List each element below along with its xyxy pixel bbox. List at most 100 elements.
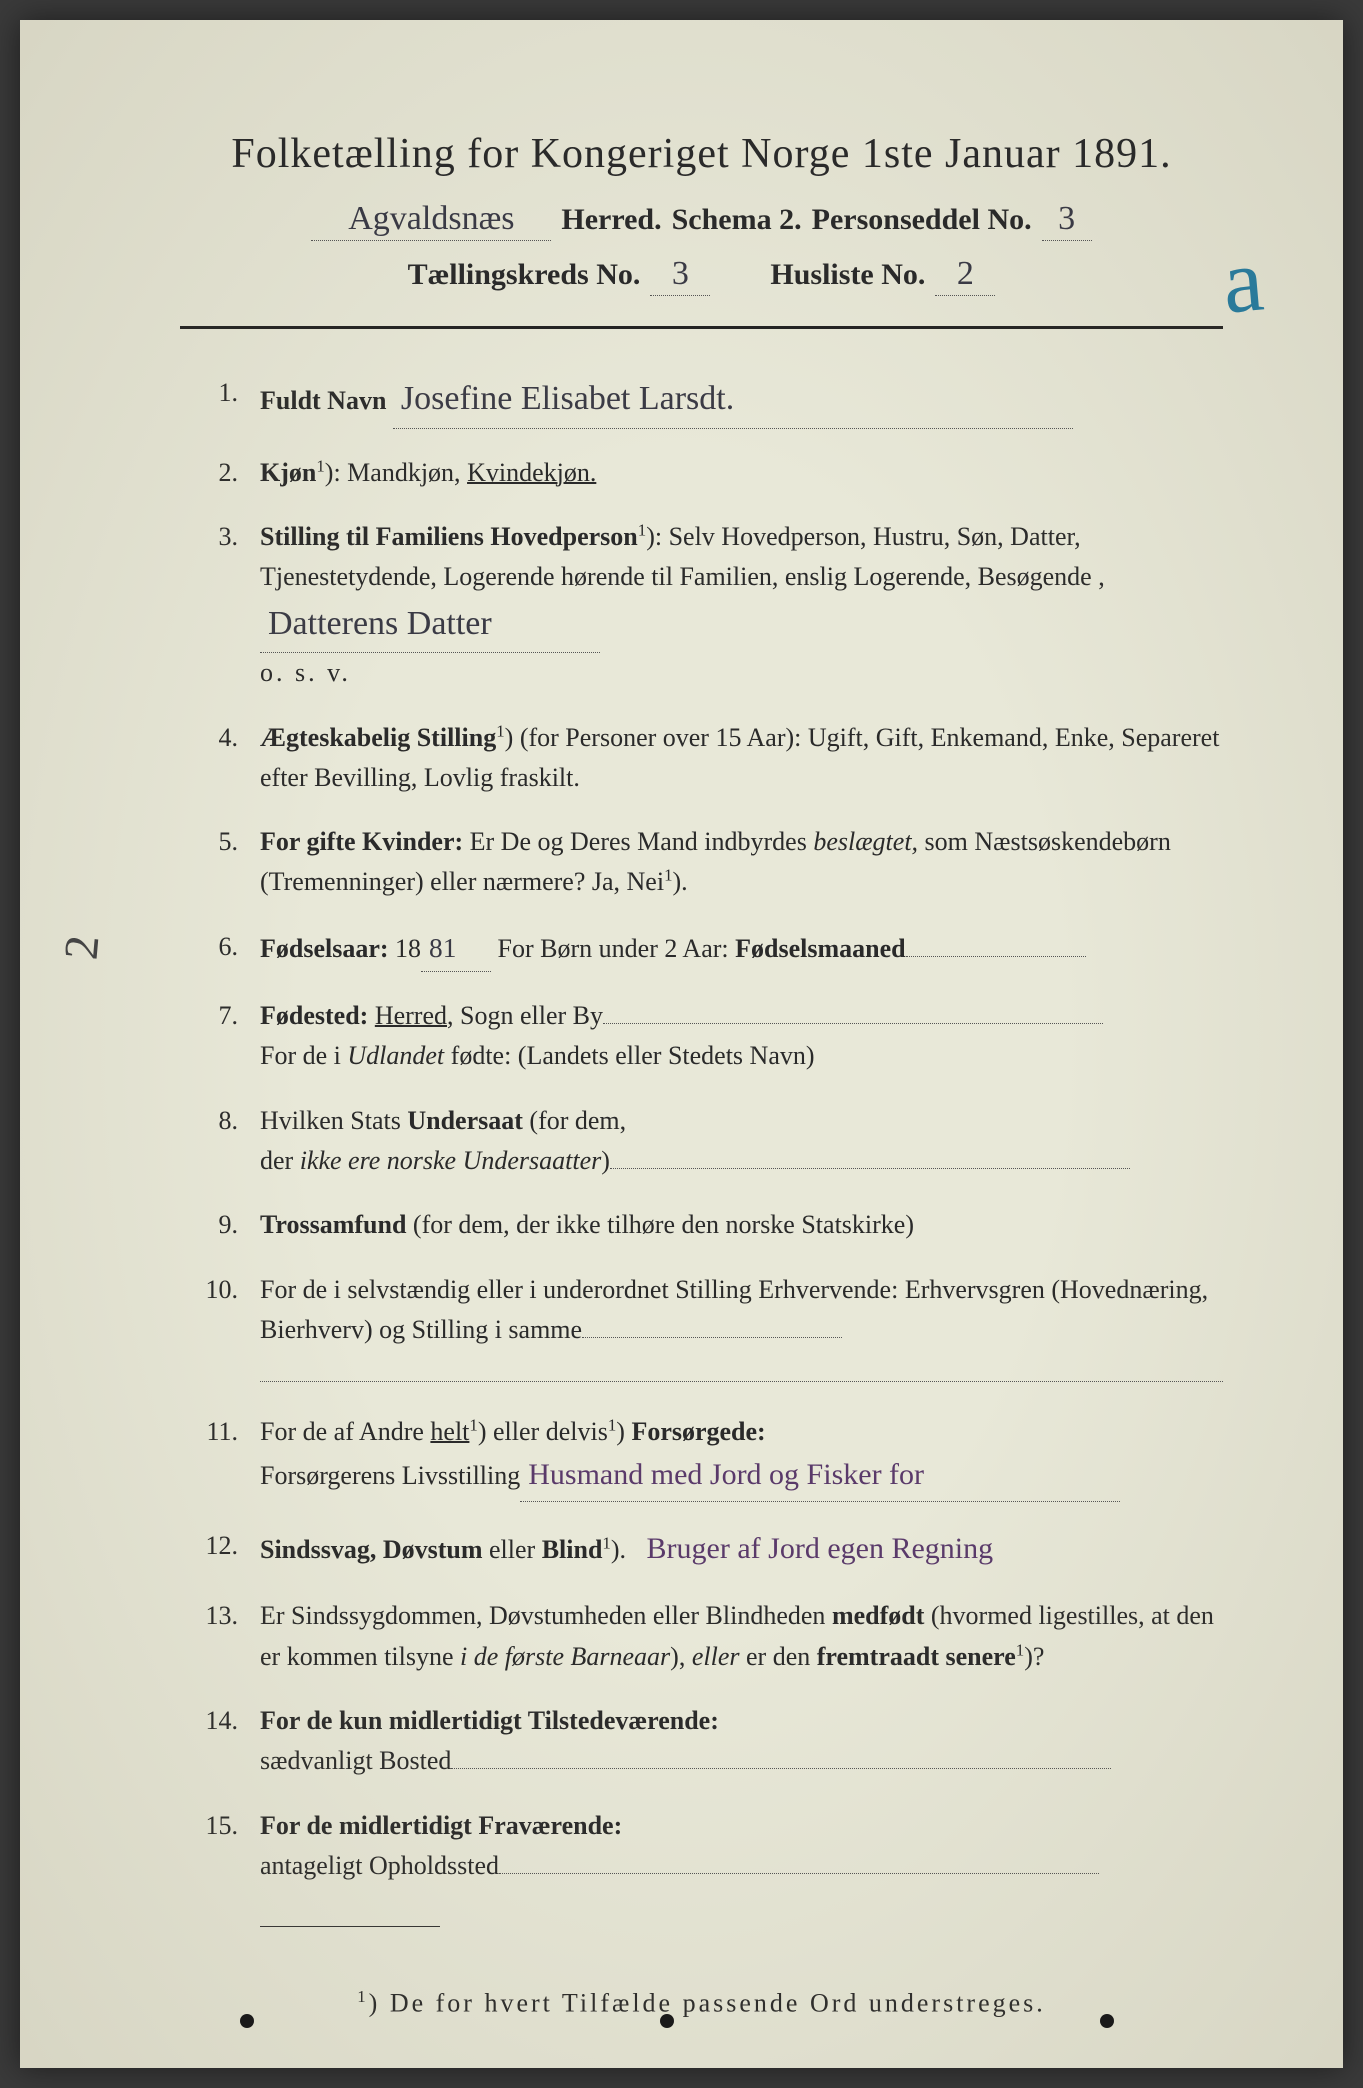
item-body: Stilling til Familiens Hovedperson1): Se…	[260, 517, 1223, 694]
item-4: 4. Ægteskabelig Stilling1) (for Personer…	[190, 718, 1223, 799]
item-body: Fødselsaar: 1881 For Børn under 2 Aar: F…	[260, 927, 1223, 972]
label2: Fødselsmaaned	[735, 934, 905, 963]
sup: 1	[1016, 1640, 1024, 1659]
tail: ).	[673, 867, 688, 896]
husliste-value: 2	[935, 255, 995, 296]
item-label: Forsørgede:	[631, 1417, 765, 1446]
item-label: Fødselsaar:	[260, 934, 389, 963]
item-num: 10.	[190, 1270, 260, 1383]
item-body: For de midlertidigt Fraværende: antageli…	[260, 1806, 1223, 1887]
corner-annotation: a	[1219, 228, 1268, 334]
item-label: medfødt	[832, 1601, 924, 1630]
item-body: For gifte Kvinder: Er De og Deres Mand i…	[260, 822, 1223, 903]
subtitle-row-1: Agvaldsnæs Herred. Schema 2. Personsedde…	[180, 200, 1223, 241]
item-num: 1.	[190, 373, 260, 429]
binding-hole-icon	[1100, 2014, 1114, 2028]
line2-italic: ikke ere norske Undersaatter	[300, 1146, 602, 1175]
item-label: Trossamfund	[260, 1210, 406, 1239]
relation-value: Datterens Datter	[260, 598, 600, 654]
form-items: 1. Fuldt Navn Josefine Elisabet Larsdt. …	[180, 373, 1223, 1886]
tail: o. s. v.	[260, 658, 351, 687]
text3: ),	[670, 1642, 692, 1671]
text2: (for dem,	[523, 1106, 626, 1135]
line2a: der	[260, 1146, 300, 1175]
item-label: For gifte Kvinder:	[260, 827, 463, 856]
item-body: For de i selvstændig eller i underordnet…	[260, 1270, 1223, 1383]
text5: )?	[1024, 1642, 1044, 1671]
item-num: 12.	[190, 1526, 260, 1573]
footnote-rule	[260, 1926, 440, 1927]
binding-hole-icon	[660, 2014, 674, 2028]
whereabouts-blank	[499, 1871, 1099, 1874]
name-value: Josefine Elisabet Larsdt.	[393, 373, 1073, 429]
item-label: Fødested:	[260, 1001, 368, 1030]
header-block: Folketælling for Kongeriget Norge 1ste J…	[180, 130, 1223, 296]
text4: er den	[740, 1642, 817, 1671]
line2b: )	[601, 1146, 610, 1175]
kreds-label: Tællingskreds No.	[408, 258, 641, 292]
provider-value: Husmand med Jord og Fisker for	[520, 1452, 1120, 1502]
occupation-blank-2	[260, 1354, 1223, 1382]
item-num: 15.	[190, 1806, 260, 1887]
line2-italic: Udlandet	[347, 1041, 444, 1070]
italic: beslægtet,	[813, 827, 918, 856]
item-15: 15. For de midlertidigt Fraværende: anta…	[190, 1806, 1223, 1887]
item-10: 10. For de i selvstændig eller i underor…	[190, 1270, 1223, 1383]
personseddel-label: Personseddel No.	[812, 203, 1032, 237]
herred-label: Herred.	[561, 203, 661, 237]
text: Sogn eller By	[454, 1001, 604, 1030]
label2: fremtraadt senere	[817, 1642, 1016, 1671]
sup2: 1	[608, 1415, 616, 1434]
census-form-page: Folketælling for Kongeriget Norge 1ste J…	[20, 20, 1343, 2068]
year-prefix: 18	[395, 934, 421, 963]
footnote-text: ) De for hvert Tilfælde passende Ord und…	[369, 1989, 1046, 2018]
item-num: 3.	[190, 517, 260, 694]
main-title: Folketælling for Kongeriget Norge 1ste J…	[180, 130, 1223, 178]
text: (for dem, der ikke tilhøre den norske St…	[406, 1210, 914, 1239]
line2a: For de i	[260, 1041, 347, 1070]
item-3: 3. Stilling til Familiens Hovedperson1):…	[190, 517, 1223, 694]
line2: antageligt Opholdssted	[260, 1851, 499, 1880]
item-body: Trossamfund (for dem, der ikke tilhøre d…	[260, 1205, 1223, 1245]
text: ): Mandkjøn,	[325, 458, 467, 487]
year-value: 81	[421, 927, 491, 972]
text2: For Børn under 2 Aar:	[498, 934, 736, 963]
item-num: 13.	[190, 1596, 260, 1677]
month-blank	[906, 954, 1086, 957]
item-body: Hvilken Stats Undersaat (for dem, der ik…	[260, 1101, 1223, 1182]
item-8: 8. Hvilken Stats Undersaat (for dem, der…	[190, 1101, 1223, 1182]
binding-hole-icon	[240, 2014, 254, 2028]
text: Er De og Deres Mand indbyrdes	[463, 827, 813, 856]
sup: 1	[469, 1415, 477, 1434]
item-body: Fuldt Navn Josefine Elisabet Larsdt.	[260, 373, 1223, 429]
line2: Forsørgerens Livsstilling	[260, 1461, 520, 1490]
item-num: 2.	[190, 453, 260, 493]
item-num: 9.	[190, 1205, 260, 1245]
italic2: eller	[692, 1642, 740, 1671]
sup: 1	[664, 866, 672, 885]
birthplace-herred: Herred,	[375, 1001, 454, 1030]
item-9: 9. Trossamfund (for dem, der ikke tilhør…	[190, 1205, 1223, 1245]
text2: ).	[611, 1535, 626, 1564]
item-body: For de af Andre helt1) eller delvis1) Fo…	[260, 1412, 1223, 1502]
item-num: 6.	[190, 927, 260, 972]
residence-blank	[451, 1766, 1111, 1769]
footnote-sup: 1	[357, 1987, 368, 2006]
disability-value: Bruger af Jord egen Regning	[647, 1532, 994, 1565]
sup: 1	[602, 1533, 610, 1552]
italic: i de første Barneaar	[460, 1642, 670, 1671]
text3: )	[616, 1417, 631, 1446]
item-2: 2. Kjøn1): Mandkjøn, Kvindekjøn.	[190, 453, 1223, 493]
text1: Er Sindssygdommen, Døvstumheden eller Bl…	[260, 1601, 832, 1630]
text: For de i selvstændig eller i underordnet…	[260, 1275, 1208, 1344]
item-num: 11.	[190, 1412, 260, 1502]
margin-note: 2	[54, 933, 111, 962]
item-body: For de kun midlertidigt Tilstedeværende:…	[260, 1701, 1223, 1782]
item-body: Er Sindssygdommen, Døvstumheden eller Bl…	[260, 1596, 1223, 1677]
text1: For de af Andre	[260, 1417, 430, 1446]
item-5: 5. For gifte Kvinder: Er De og Deres Man…	[190, 822, 1223, 903]
item-label: Stilling til Familiens Hovedperson	[260, 522, 638, 551]
item-label: Ægteskabelig Stilling	[260, 723, 496, 752]
line2: sædvanligt Bosted	[260, 1746, 451, 1775]
item-7: 7. Fødested: Herred, Sogn eller By For d…	[190, 996, 1223, 1077]
